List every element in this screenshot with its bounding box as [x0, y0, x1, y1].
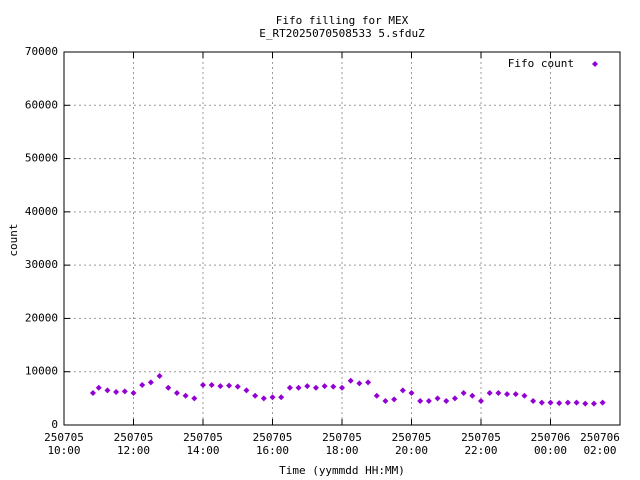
data-point — [590, 400, 597, 407]
data-point — [113, 388, 120, 395]
data-point — [451, 395, 458, 402]
data-point — [121, 388, 128, 395]
y-tick-label: 50000 — [25, 152, 58, 165]
data-point — [321, 383, 328, 390]
legend-marker — [592, 61, 598, 67]
data-point — [208, 382, 215, 389]
data-point — [460, 390, 467, 397]
x-tick-label: 250705 20:00 — [391, 431, 432, 457]
data-point — [434, 395, 441, 402]
data-point — [417, 398, 424, 405]
plot-frame — [63, 51, 621, 426]
y-tick-label: 60000 — [25, 98, 58, 111]
data-point — [382, 398, 389, 405]
data-point — [478, 398, 484, 405]
data-point — [538, 399, 545, 406]
data-point — [330, 383, 337, 390]
x-tick-label: 250705 16:00 — [252, 431, 293, 457]
data-point — [512, 391, 519, 398]
data-point — [147, 379, 154, 386]
data-point — [130, 390, 137, 397]
data-point — [582, 400, 589, 407]
data-point — [599, 399, 606, 406]
data-point — [399, 387, 406, 394]
x-tick-label: 250706 00:00 — [530, 431, 571, 457]
data-point — [95, 384, 102, 391]
data-point — [486, 390, 493, 397]
data-point — [365, 379, 372, 386]
data-point — [312, 384, 319, 391]
data-point — [260, 395, 267, 402]
data-point — [356, 380, 363, 387]
data-point — [495, 390, 502, 397]
data-point — [286, 384, 293, 391]
data-point — [191, 395, 198, 402]
data-point — [573, 399, 580, 406]
data-point — [339, 384, 345, 391]
y-axis-label: count — [7, 223, 20, 256]
data-point — [391, 396, 398, 403]
y-tick-label: 10000 — [25, 365, 58, 378]
data-point — [373, 392, 380, 399]
data-point — [295, 384, 302, 391]
data-point — [469, 392, 476, 399]
y-tick-label: 30000 — [25, 258, 58, 271]
data-point — [269, 394, 276, 401]
data-point — [521, 392, 528, 399]
data-point — [252, 392, 259, 399]
x-tick-label: 250705 22:00 — [461, 431, 501, 457]
data-point — [182, 392, 189, 399]
data-point — [234, 383, 241, 390]
data-point — [425, 398, 432, 405]
data-point — [347, 377, 354, 384]
data-point — [165, 384, 172, 391]
y-tick-label: 0 — [51, 418, 58, 431]
data-point — [556, 400, 563, 407]
legend-label: Fifo count — [508, 57, 574, 70]
data-point — [89, 390, 96, 397]
data-point — [217, 383, 224, 390]
x-axis-label: Time (yymmdd HH:MM) — [279, 464, 405, 477]
y-tick-label: 20000 — [25, 311, 58, 324]
y-tick-label: 40000 — [25, 205, 58, 218]
data-point — [504, 391, 511, 398]
x-tick-label: 250705 10:00 — [44, 431, 84, 457]
data-point — [139, 382, 146, 389]
x-tick-label: 250706 02:00 — [580, 431, 620, 457]
data-point — [243, 387, 250, 394]
data-point — [443, 398, 450, 405]
y-tick-label: 70000 — [25, 45, 58, 58]
data-point — [156, 372, 163, 379]
data-point — [226, 382, 233, 389]
data-point — [200, 382, 206, 389]
x-tick-label: 250705 18:00 — [322, 431, 362, 457]
data-point — [304, 383, 311, 390]
data-point — [547, 399, 554, 406]
chart-subtitle: E_RT2025070508533 5.sfduZ — [259, 27, 425, 40]
x-tick-label: 250705 14:00 — [183, 431, 223, 457]
data-point — [173, 390, 180, 397]
chart-title: Fifo filling for MEX — [276, 14, 409, 27]
x-tick-label: 250705 12:00 — [113, 431, 154, 457]
data-point — [564, 399, 571, 406]
data-point — [278, 394, 285, 401]
data-point — [104, 387, 111, 394]
data-point — [530, 398, 537, 405]
data-point — [408, 390, 415, 397]
